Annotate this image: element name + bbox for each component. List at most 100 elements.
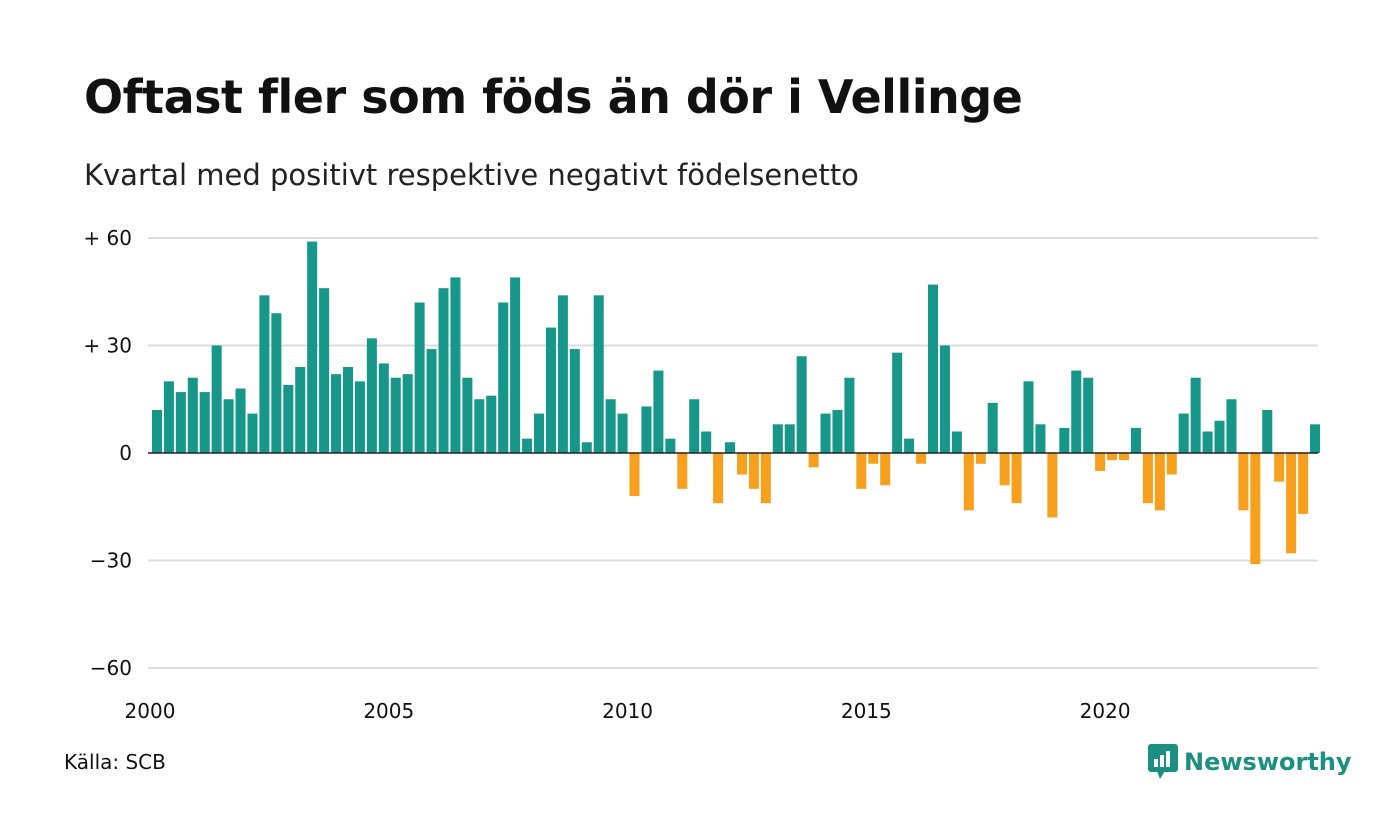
bar [283,384,294,453]
bar [1226,399,1237,453]
y-tick-label: 0 [119,441,132,465]
bar [593,295,604,453]
bar [223,399,234,453]
bar [701,431,712,453]
bar [378,363,389,453]
bar [844,377,855,453]
bar [1119,453,1130,461]
bar [1202,431,1213,453]
bars [151,241,1321,565]
bar [402,374,413,453]
bar [1107,453,1118,461]
bar [951,431,962,453]
bar [474,399,485,453]
bar [450,277,461,453]
bar [927,284,939,453]
bar [235,388,246,453]
newsworthy-logo-icon [1148,744,1178,779]
bar [689,399,700,453]
x-tick-label: 2010 [602,699,653,723]
bar [354,381,365,453]
bar [545,327,556,453]
bar [151,410,162,453]
bar [904,438,915,453]
bar [641,406,652,453]
bar [1059,427,1070,453]
bar [534,413,545,453]
bar [259,295,270,453]
y-axis-labels: −60 −30 0 + 30 + 60 [83,226,132,680]
bar [199,392,210,453]
bar [868,453,879,464]
bar [713,453,724,504]
bar [760,453,771,504]
y-tick-label: + 30 [83,334,132,358]
bar [1250,453,1261,565]
source-note: Källa: SCB [64,750,166,774]
bar [1071,370,1082,453]
bar [1190,377,1201,453]
y-tick-label: + 60 [83,226,132,250]
bar [808,453,819,468]
bar [1274,453,1285,482]
bar [498,302,509,453]
bar [629,453,640,496]
bar [1286,453,1297,554]
bar [462,377,473,453]
bar [963,453,974,511]
bar [1238,453,1249,511]
bar [725,442,736,453]
bar [247,413,258,453]
bar [522,438,533,453]
bar [939,345,950,453]
bar [271,313,282,453]
chart-subtitle: Kvartal med positivt respektive negativt… [84,158,859,192]
bar [892,352,903,453]
bar [617,413,628,453]
bar [163,381,174,453]
bar [796,356,807,453]
bar [916,453,927,464]
bar [1047,453,1058,518]
bar [1178,413,1189,453]
bar [211,345,222,453]
bar [187,377,198,453]
bar [820,413,831,453]
x-tick-label: 2005 [363,699,414,723]
bar [1142,453,1153,504]
bar [1214,420,1225,453]
x-tick-label: 2015 [841,699,892,723]
bar [1154,453,1165,511]
y-tick-label: −60 [90,656,132,680]
bar [581,442,592,453]
bar [1023,381,1034,453]
bar [748,453,759,489]
bar [1130,427,1141,453]
bar [677,453,688,489]
bar [1262,410,1273,453]
bar-chart: −60 −30 0 + 30 + 60 2000 2005 2010 2015 2020 [83,226,1321,723]
bar [1310,424,1321,453]
bar [557,295,568,453]
x-axis-labels: 2000 2005 2010 2015 2020 [125,699,1131,723]
brand-name: Newsworthy [1184,748,1352,776]
y-tick-label: −30 [90,549,132,573]
bar [307,241,318,453]
bar [880,453,891,486]
grid-lines [148,237,1318,669]
bar [295,367,306,453]
bar [736,453,747,475]
bar [987,402,998,453]
bar [784,424,795,453]
bar [319,288,330,453]
bar [1095,453,1106,471]
bar [438,288,449,453]
bar [426,349,437,453]
bar [486,395,497,453]
bar [1298,453,1309,514]
bar [390,377,401,453]
x-tick-label: 2000 [125,699,176,723]
bar [975,453,986,464]
bar [510,277,521,453]
bar [832,410,843,453]
